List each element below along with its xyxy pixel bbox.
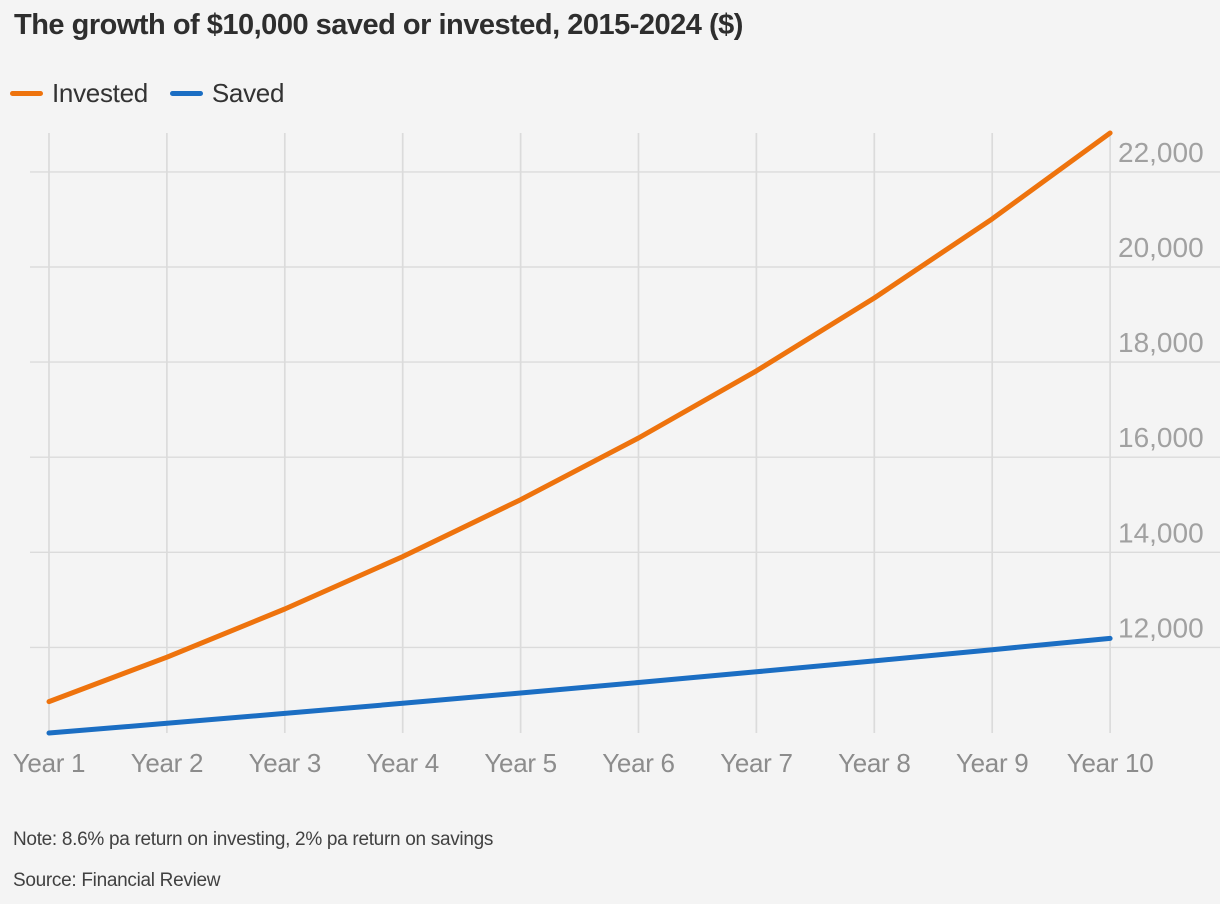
legend: Invested Saved	[10, 78, 284, 108]
chart-source: Source: Financial Review	[13, 870, 221, 891]
x-axis-tick-label: Year 1	[13, 748, 85, 778]
chart-note: Note: 8.6% pa return on investing, 2% pa…	[13, 829, 494, 850]
x-axis-tick-label: Year 7	[720, 748, 792, 778]
legend-item-invested: Invested	[10, 78, 148, 109]
series-line-invested	[46, 130, 1113, 705]
y-axis-tick-label: 16,000	[1118, 422, 1204, 453]
x-axis-tick-label: Year 2	[131, 748, 203, 778]
x-axis-tick-label: Year 9	[956, 748, 1028, 778]
legend-item-saved: Saved	[169, 77, 285, 109]
y-axis-tick-label: 12,000	[1118, 612, 1204, 643]
chart-title: The growth of $10,000 saved or invested,…	[14, 9, 743, 41]
x-axis-tick-label: Year 4	[366, 748, 438, 778]
x-axis-tick-label: Year 8	[838, 748, 910, 778]
series-line-saved	[46, 635, 1113, 736]
y-axis-tick-label: 14,000	[1118, 517, 1204, 548]
y-axis-tick-label: 22,000	[1118, 137, 1204, 168]
x-axis-tick-label: Year 5	[484, 748, 556, 778]
legend-label-saved: Saved	[211, 77, 285, 108]
invested-line-swatch-icon	[10, 90, 43, 96]
x-axis-tick-label: Year 6	[602, 748, 674, 778]
x-axis-tick-label: Year 3	[249, 748, 321, 778]
legend-label-invested: Invested	[52, 77, 148, 108]
y-axis-tick-label: 20,000	[1118, 232, 1204, 263]
x-axis-tick-label: Year 10	[1067, 748, 1154, 778]
saved-line-swatch-icon	[169, 90, 203, 96]
y-axis-tick-label: 18,000	[1118, 327, 1204, 358]
